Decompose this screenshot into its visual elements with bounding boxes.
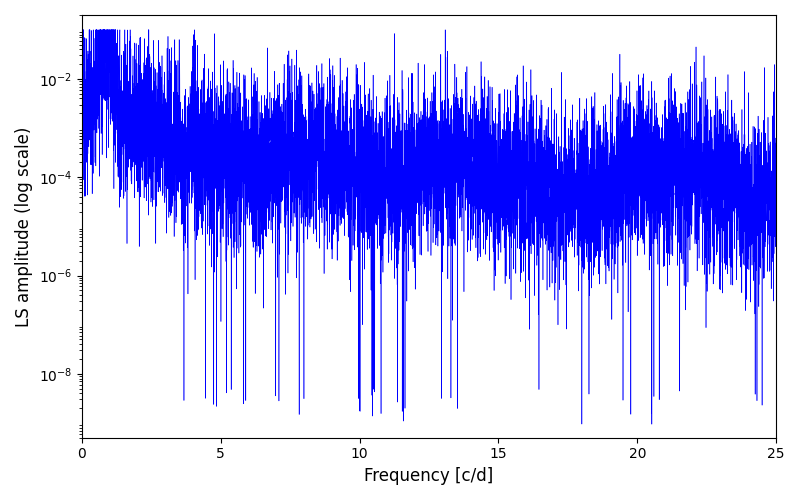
X-axis label: Frequency [c/d]: Frequency [c/d] <box>364 467 494 485</box>
Y-axis label: LS amplitude (log scale): LS amplitude (log scale) <box>15 126 33 326</box>
